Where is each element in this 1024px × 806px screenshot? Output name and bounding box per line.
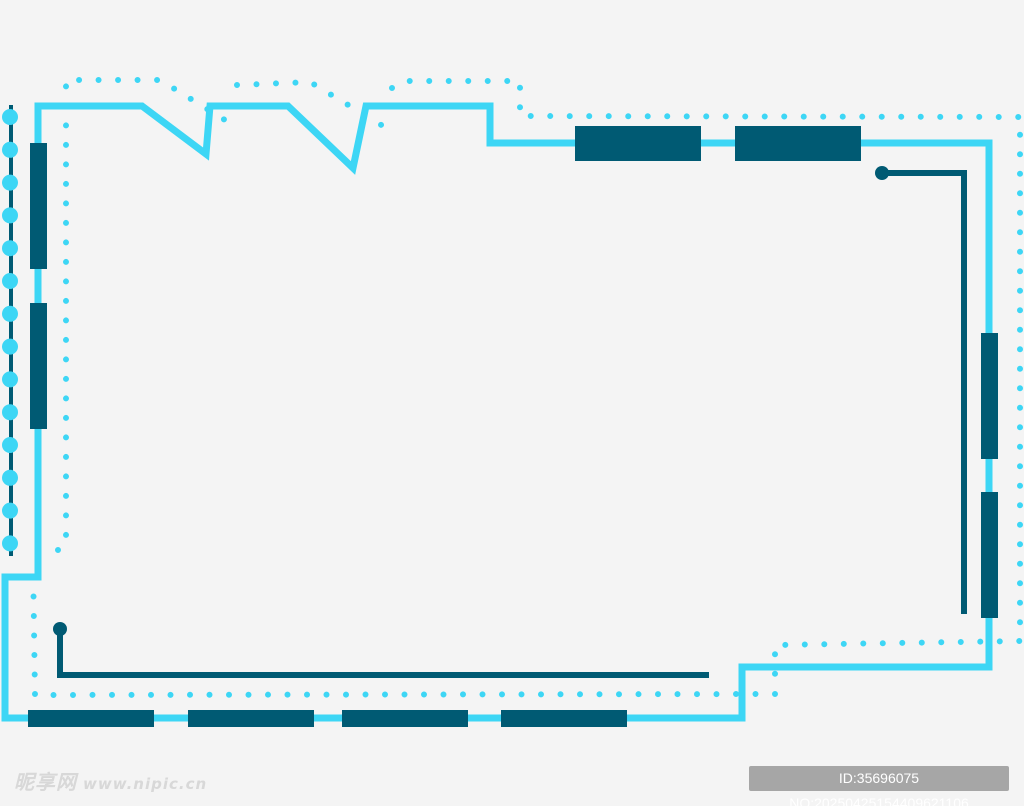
rail-dot (2, 305, 18, 322)
corner-lines (57, 170, 967, 678)
main-frame-outline (1, 102, 993, 722)
left-rail-dots (2, 109, 18, 552)
right-bar-2 (981, 492, 998, 618)
bottom-left-corner-line (57, 629, 709, 678)
rail-dot (2, 338, 18, 355)
rail-dot (2, 273, 18, 289)
top-right-corner-line (882, 170, 967, 614)
left-bar-2 (30, 303, 47, 429)
bottom-left-node-dot (53, 622, 67, 636)
rail-dot (2, 207, 18, 224)
top-bar-2 (735, 126, 861, 161)
rail-dot (2, 371, 18, 388)
rail-dot (2, 437, 18, 453)
bottom-bar-1 (28, 710, 154, 727)
rail-dot (2, 174, 18, 191)
bottom-bar-2 (188, 710, 314, 727)
rail-dot (2, 469, 18, 486)
watermark-id-badge: ID:35696075 NO:20250425154409621106 (749, 766, 1009, 806)
rail-dot (2, 141, 18, 158)
right-bar-1 (981, 333, 998, 459)
watermark-url: www.nipic.cn (83, 775, 208, 793)
watermark-logo: 昵享网 www.nipic.cn (14, 766, 207, 795)
watermark-logo-text: 昵享网 (14, 770, 77, 794)
top-bar-1 (575, 126, 701, 161)
rail-dot (2, 502, 18, 519)
rail-dot (2, 535, 18, 552)
left-bar-1 (30, 143, 47, 269)
dotted-outline (30, 77, 1023, 699)
rail-dot (2, 404, 18, 421)
bottom-bar-3 (342, 710, 468, 727)
dotted-bottom (30, 557, 778, 699)
dark-bars (28, 126, 998, 727)
top-right-node-dot (875, 166, 889, 180)
bottom-bar-4 (501, 710, 627, 727)
rail-dot (2, 109, 18, 125)
rail-dot (2, 240, 18, 257)
